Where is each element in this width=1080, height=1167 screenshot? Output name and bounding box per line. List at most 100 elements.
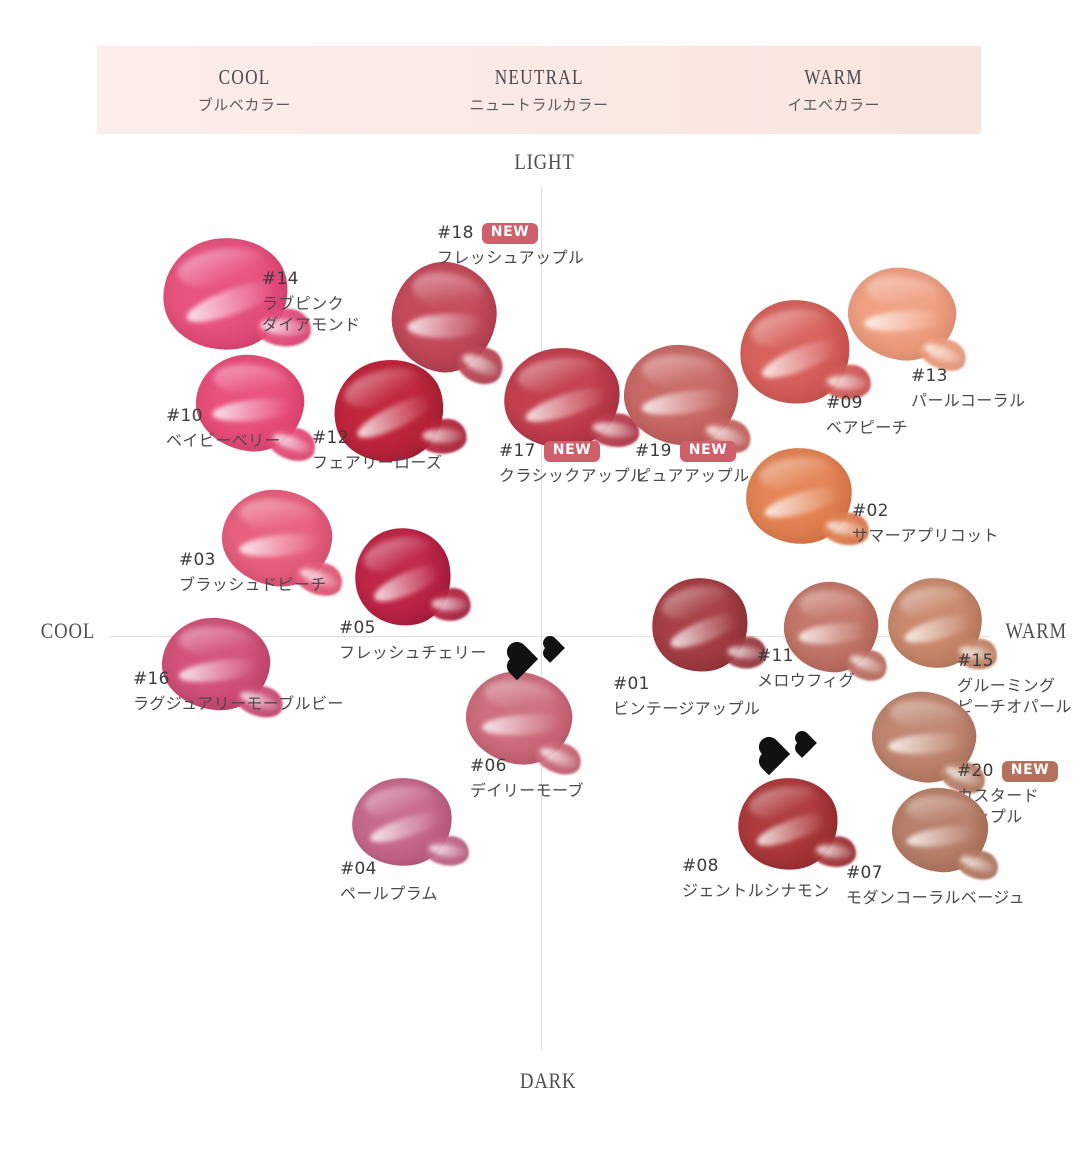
shade-name: ベイビーベリー (166, 430, 281, 451)
shade-label-head: #05 (339, 617, 487, 640)
new-badge: NEW (679, 441, 737, 462)
shade-label-head: #17 NEW (499, 440, 646, 463)
shade-name-line1: サマーアプリコット (852, 525, 999, 545)
heart-icon (761, 739, 791, 769)
shade-code: #07 (846, 863, 883, 883)
axis-label-cool: COOL (40, 618, 96, 643)
header-warm-subtitle: イエベカラー (787, 96, 881, 114)
shade-label-head: #07 (846, 862, 1025, 885)
shade-name: サマーアプリコット (852, 525, 999, 546)
shade-name: フレッシュアップル (437, 247, 584, 268)
new-badge: NEW (481, 223, 539, 244)
shade-code: #20 (957, 761, 994, 781)
heart-icon (797, 733, 817, 753)
header-column-cool: COOL ブルベカラー (97, 46, 392, 134)
swatch-smear-tail (451, 338, 509, 392)
shade-name: デイリーモーブ (470, 780, 584, 801)
heart-icon (545, 638, 565, 658)
shade-name: ピュアアップル (635, 465, 749, 486)
shade-label: #01 ビンテージアップル (613, 673, 760, 719)
header-cool-title: COOL (218, 65, 271, 89)
shade-name-line1: ベアピーチ (826, 417, 909, 437)
shade-code: #05 (339, 618, 376, 638)
shade-name-line1: デイリーモーブ (470, 780, 584, 800)
shade-label: #19 NEW ピュアアップル (635, 440, 749, 486)
shade-name: ラグジュアリーモーブルビー (133, 693, 344, 714)
shade-name-line1: ビンテージアップル (613, 698, 761, 718)
shade-label-head: #20 NEW (957, 760, 1059, 783)
shade-name-line1: クラシックアップル (499, 465, 647, 485)
shade-label-head: #03 (179, 549, 327, 572)
header-column-neutral: NEUTRAL ニュートラルカラー (392, 46, 687, 134)
shade-name: フェアリーローズ (312, 452, 442, 473)
shade-code: #08 (682, 856, 719, 876)
color-swatch (742, 444, 872, 549)
shade-label-head: #02 (852, 500, 999, 523)
shade-code: #01 (613, 674, 650, 694)
shade-code: #13 (911, 366, 948, 386)
shade-code: #16 (133, 669, 170, 689)
shade-label: #12 フェアリーローズ (312, 427, 442, 473)
shade-label-head: #19 NEW (635, 440, 749, 463)
color-swatch (499, 342, 642, 454)
shade-code: #14 (262, 269, 299, 289)
shade-code: #02 (852, 501, 889, 521)
shade-label-head: #18 NEW (437, 222, 584, 245)
shade-name: ペールプラム (340, 883, 438, 904)
shade-name-line2: ダイアモンド (262, 315, 361, 335)
shade-label: #06 デイリーモーブ (470, 755, 584, 801)
shade-label: #18 NEW フレッシュアップル (437, 222, 584, 268)
shade-label: #16 ラグジュアリーモーブルビー (133, 668, 344, 714)
shade-label-head: #04 (340, 858, 438, 881)
header-warm-title: WARM (804, 65, 863, 89)
shade-name-line1: フレッシュアップル (437, 247, 585, 267)
shade-label: #03 ブラッシュドピーチ (179, 549, 327, 595)
new-badge: NEW (543, 441, 601, 462)
color-swatch (347, 773, 472, 871)
shade-name-line1: カスタード (957, 785, 1040, 805)
shade-label-head: #10 (166, 405, 281, 428)
shade-name: ジェントルシナモン (682, 880, 830, 901)
header-column-warm: WARM イエベカラー (686, 46, 981, 134)
shade-name: ビンテージアップル (613, 698, 760, 719)
header-neutral-subtitle: ニュートラルカラー (469, 96, 609, 114)
shade-label-head: #14 (262, 268, 360, 291)
shade-label-head: #15 (957, 650, 1072, 673)
shade-label-head: #11 (757, 645, 855, 668)
shade-code: #10 (166, 406, 203, 426)
shade-name-line1: ピュアアップル (635, 465, 750, 485)
shade-label: #05 フレッシュチェリー (339, 617, 487, 663)
shade-name-line1: ブラッシュドピーチ (179, 574, 327, 594)
heart-icon-pair (761, 728, 826, 772)
shade-label: #07 モダンコーラルベージュ (846, 862, 1025, 908)
shade-label-head: #06 (470, 755, 584, 778)
shade-name: モダンコーラルベージュ (846, 887, 1025, 908)
shade-code: #04 (340, 859, 377, 879)
shade-name-line1: モダンコーラルベージュ (846, 887, 1025, 907)
shade-label: #08 ジェントルシナモン (682, 855, 830, 901)
shade-code: #18 (437, 223, 474, 243)
shade-name: メロウフィグ (757, 670, 855, 691)
shade-name: ベアピーチ (826, 417, 908, 438)
shade-label: #15 グルーミング ピーチオパール (957, 650, 1072, 718)
shade-code: #12 (312, 428, 349, 448)
color-swatch (842, 260, 971, 378)
category-header-banner: COOL ブルベカラー NEUTRAL ニュートラルカラー WARM イエベカラ… (97, 46, 981, 134)
shade-label-head: #12 (312, 427, 442, 450)
shade-label: #13 パールコーラル (911, 365, 1025, 411)
shade-label: #02 サマーアプリコット (852, 500, 999, 546)
shade-name-line1: ペールプラム (340, 883, 438, 903)
shade-label: #17 NEW クラシックアップル (499, 440, 646, 486)
shade-code: #17 (499, 441, 536, 461)
shade-name: クラシックアップル (499, 465, 646, 486)
heart-icon (509, 644, 539, 674)
shade-name: グルーミング ピーチオパール (957, 675, 1072, 718)
shade-name-line1: ベイビーベリー (166, 430, 281, 450)
shade-code: #11 (757, 646, 794, 666)
heart-icon-pair (509, 633, 574, 677)
axis-label-light: LIGHT (514, 149, 575, 174)
shade-name-line1: ラブピンク (262, 293, 345, 313)
shade-name-line1: パールコーラル (911, 390, 1026, 410)
shade-name-line1: ジェントルシナモン (682, 880, 830, 900)
shade-label: #11 メロウフィグ (757, 645, 855, 691)
